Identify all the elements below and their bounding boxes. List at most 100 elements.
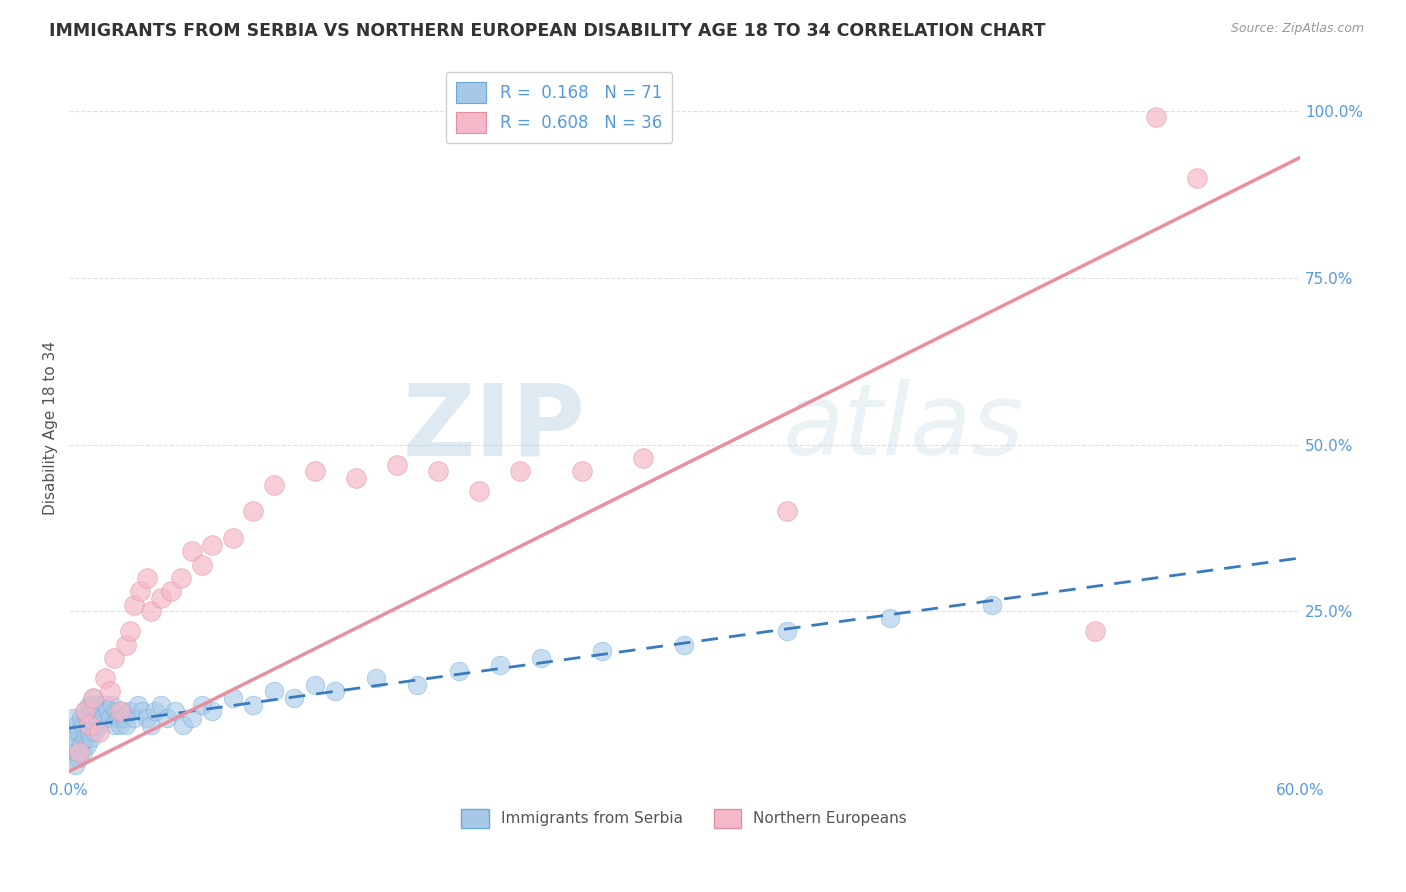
- Point: [96, 705, 118, 719]
- Point: [108, 718, 131, 732]
- Point: [149, 698, 172, 712]
- Point: [1144, 111, 1167, 125]
- Point: [94, 698, 117, 712]
- Point: [156, 711, 179, 725]
- Point: [82, 691, 104, 706]
- Point: [571, 464, 593, 478]
- Point: [242, 698, 264, 712]
- Point: [67, 745, 90, 759]
- Point: [120, 705, 142, 719]
- Point: [84, 724, 107, 739]
- Point: [77, 724, 100, 739]
- Point: [344, 471, 367, 485]
- Point: [73, 731, 96, 746]
- Point: [135, 711, 157, 725]
- Point: [366, 671, 388, 685]
- Point: [165, 705, 187, 719]
- Point: [108, 705, 131, 719]
- Point: [488, 657, 510, 672]
- Point: [631, 450, 654, 465]
- Point: [776, 624, 799, 639]
- Point: [80, 731, 103, 746]
- Point: [90, 705, 112, 719]
- Point: [93, 711, 115, 725]
- Point: [62, 711, 84, 725]
- Point: [325, 684, 347, 698]
- Point: [76, 711, 98, 725]
- Point: [63, 731, 86, 746]
- Point: [529, 651, 551, 665]
- Point: [82, 718, 104, 732]
- Point: [180, 544, 202, 558]
- Point: [59, 751, 82, 765]
- Point: [73, 705, 96, 719]
- Point: [509, 464, 531, 478]
- Point: [67, 751, 90, 765]
- Point: [107, 711, 129, 725]
- Point: [82, 691, 104, 706]
- Point: [981, 598, 1004, 612]
- Point: [72, 745, 94, 759]
- Point: [98, 711, 121, 725]
- Text: atlas: atlas: [783, 379, 1025, 476]
- Point: [111, 705, 134, 719]
- Point: [59, 724, 82, 739]
- Point: [115, 638, 138, 652]
- Point: [406, 678, 429, 692]
- Point: [283, 691, 305, 706]
- Point: [180, 711, 202, 725]
- Point: [191, 698, 214, 712]
- Point: [89, 724, 111, 739]
- Point: [129, 584, 152, 599]
- Text: Source: ZipAtlas.com: Source: ZipAtlas.com: [1230, 22, 1364, 36]
- Point: [77, 698, 100, 712]
- Point: [591, 644, 613, 658]
- Point: [673, 638, 696, 652]
- Point: [103, 718, 125, 732]
- Point: [170, 571, 193, 585]
- Point: [112, 711, 135, 725]
- Point: [139, 604, 162, 618]
- Point: [776, 504, 799, 518]
- Point: [160, 584, 183, 599]
- Point: [86, 711, 108, 725]
- Point: [385, 458, 408, 472]
- Point: [1187, 170, 1209, 185]
- Point: [304, 464, 326, 478]
- Point: [127, 698, 149, 712]
- Point: [73, 705, 96, 719]
- Point: [201, 538, 224, 552]
- Point: [103, 651, 125, 665]
- Point: [122, 598, 145, 612]
- Point: [263, 684, 285, 698]
- Point: [122, 711, 145, 725]
- Point: [263, 477, 285, 491]
- Point: [94, 671, 117, 685]
- Point: [304, 678, 326, 692]
- Point: [72, 718, 94, 732]
- Point: [76, 738, 98, 752]
- Point: [143, 705, 166, 719]
- Point: [66, 718, 89, 732]
- Point: [149, 591, 172, 605]
- Point: [100, 698, 122, 712]
- Text: IMMIGRANTS FROM SERBIA VS NORTHERN EUROPEAN DISABILITY AGE 18 TO 34 CORRELATION : IMMIGRANTS FROM SERBIA VS NORTHERN EUROP…: [49, 22, 1046, 40]
- Point: [139, 718, 162, 732]
- Point: [201, 705, 224, 719]
- Point: [98, 684, 121, 698]
- Point: [1084, 624, 1107, 639]
- Point: [77, 718, 100, 732]
- Point: [63, 757, 86, 772]
- Point: [172, 718, 194, 732]
- Point: [222, 691, 245, 706]
- Point: [80, 705, 103, 719]
- Point: [120, 624, 142, 639]
- Point: [70, 738, 93, 752]
- Point: [89, 718, 111, 732]
- Point: [242, 504, 264, 518]
- Point: [84, 698, 107, 712]
- Point: [66, 745, 89, 759]
- Point: [104, 705, 127, 719]
- Point: [131, 705, 153, 719]
- Y-axis label: Disability Age 18 to 34: Disability Age 18 to 34: [44, 341, 58, 515]
